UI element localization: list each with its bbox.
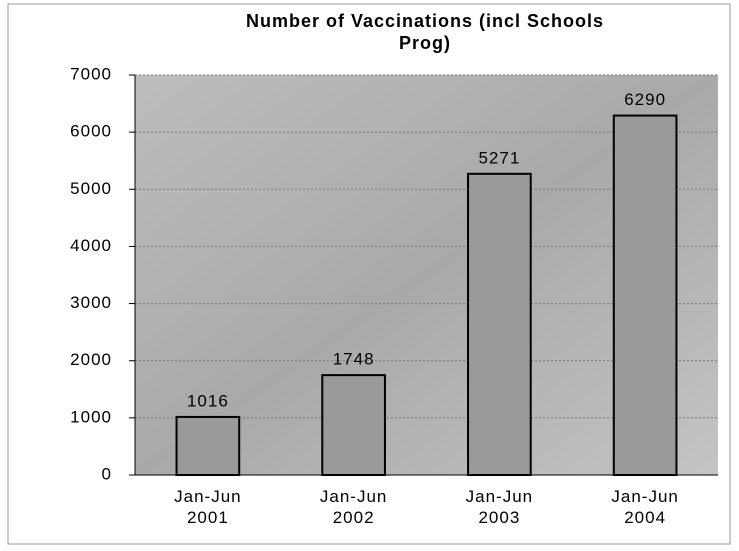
y-tick-label: 2000: [70, 350, 112, 369]
y-tick-label: 6000: [70, 122, 112, 141]
data-label: 1748: [333, 350, 375, 369]
y-tick-label: 3000: [70, 293, 112, 312]
y-tick-label: 0: [102, 464, 112, 483]
x-tick-label: Jan-Jun 2004: [611, 487, 679, 527]
y-tick-label: 7000: [70, 64, 112, 83]
chart-title: Number of Vaccinations (incl Schools Pro…: [245, 11, 605, 53]
x-tick-label: Jan-Jun 2002: [319, 487, 388, 527]
data-label: 5271: [478, 148, 520, 167]
bar: [467, 172, 532, 477]
bar: [321, 374, 386, 476]
y-tick-label: 5000: [70, 179, 112, 198]
y-tick-label: 1000: [70, 407, 112, 426]
data-label: 6290: [624, 90, 666, 109]
data-label: 1016: [187, 391, 229, 410]
bar: [612, 114, 678, 476]
bar: [175, 415, 241, 477]
y-tick-label: 4000: [70, 236, 112, 255]
chart-border: [7, 3, 731, 545]
x-tick-label: Jan-Jun 2001: [174, 487, 242, 527]
x-tick-label: Jan-Jun 2003: [465, 487, 534, 527]
